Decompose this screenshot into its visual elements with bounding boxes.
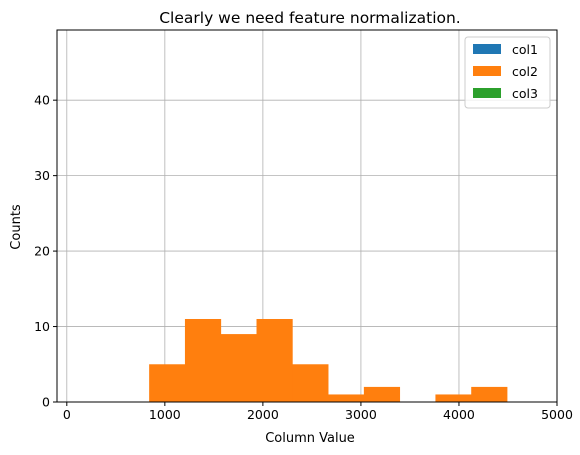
histogram-bar-col2	[435, 394, 472, 402]
y-tick-label: 0	[42, 395, 50, 410]
chart-title: Clearly we need feature normalization.	[159, 9, 461, 27]
legend-label-col2: col2	[512, 64, 538, 79]
histogram-bar-col2	[471, 386, 508, 402]
y-axis-label: Counts	[9, 204, 24, 250]
x-tick-label: 1000	[149, 407, 181, 422]
ticks: 0 1000 2000 3000 4000 5000 0 10 20 30 40	[34, 93, 573, 422]
y-tick-label: 10	[34, 319, 50, 334]
legend-swatch-col2	[473, 66, 501, 76]
histogram-bar-col2	[184, 318, 222, 402]
legend: col1 col2 col3	[464, 36, 551, 109]
x-axis-label: Column Value	[265, 431, 355, 446]
legend-swatch-col1	[473, 44, 501, 54]
bars	[149, 318, 508, 402]
x-tick-label: 2000	[247, 407, 279, 422]
legend-label-col1: col1	[512, 42, 538, 57]
histogram-bar-col2	[328, 394, 365, 402]
histogram-bar-col2	[256, 318, 293, 402]
x-tick-label: 4000	[443, 407, 475, 422]
legend-swatch-col3	[473, 88, 501, 98]
histogram-bar-col2	[149, 364, 186, 402]
histogram-bar-col2	[292, 364, 329, 402]
y-tick-label: 20	[34, 244, 50, 259]
x-tick-label: 0	[63, 407, 71, 422]
y-tick-label: 40	[34, 93, 50, 108]
histogram-bar-col2	[363, 386, 401, 402]
legend-label-col3: col3	[512, 86, 538, 101]
y-tick-label: 30	[34, 168, 50, 183]
x-tick-label: 3000	[345, 407, 377, 422]
x-tick-label: 5000	[541, 407, 573, 422]
histogram-bar-col2	[220, 334, 257, 402]
plot-frame	[56, 29, 558, 403]
